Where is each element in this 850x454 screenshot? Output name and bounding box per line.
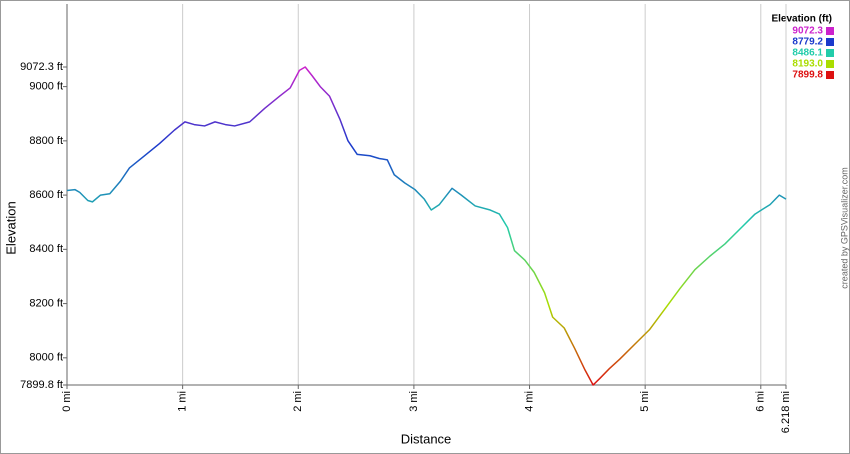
y-tick-label: 8400 ft xyxy=(29,243,63,255)
legend-swatch xyxy=(826,27,834,35)
x-tick-label: 6.218 mi xyxy=(780,391,792,433)
legend-title: Elevation (ft) xyxy=(771,14,832,25)
legend-label: 8486.1 xyxy=(792,48,823,59)
y-tick-label: 7899.8 ft xyxy=(20,379,63,391)
legend-swatch xyxy=(826,49,834,57)
x-axis-label: Distance xyxy=(401,431,452,446)
x-tick-label: 5 mi xyxy=(639,391,651,412)
legend-swatch xyxy=(826,60,834,68)
y-tick-label: 8000 ft xyxy=(29,352,63,364)
y-axis-label: Elevation xyxy=(3,201,18,254)
x-tick-label: 6 mi xyxy=(755,391,767,412)
y-tick-label: 8200 ft xyxy=(29,297,63,309)
legend-swatch xyxy=(826,71,834,79)
x-tick-label: 2 mi xyxy=(292,391,304,412)
x-tick-label: 4 mi xyxy=(523,391,535,412)
credit: created by GPSVisualizer.com xyxy=(839,167,849,288)
legend-label: 8193.0 xyxy=(792,59,823,70)
legend-label: 8779.2 xyxy=(792,37,823,48)
legend-label: 7899.8 xyxy=(792,70,823,81)
x-tick-label: 1 mi xyxy=(177,391,189,412)
legend-swatch xyxy=(826,38,834,46)
y-tick-label: 8600 ft xyxy=(29,189,63,201)
x-tick-label: 0 mi xyxy=(61,391,73,412)
x-tick-label: 3 mi xyxy=(408,391,420,412)
y-tick-label: 9000 ft xyxy=(29,81,63,93)
y-tick-label: 8800 ft xyxy=(29,135,63,147)
y-tick-label: 9072.3 ft xyxy=(20,61,63,73)
legend-label: 9072.3 xyxy=(792,26,823,37)
elevation-line xyxy=(66,66,787,386)
